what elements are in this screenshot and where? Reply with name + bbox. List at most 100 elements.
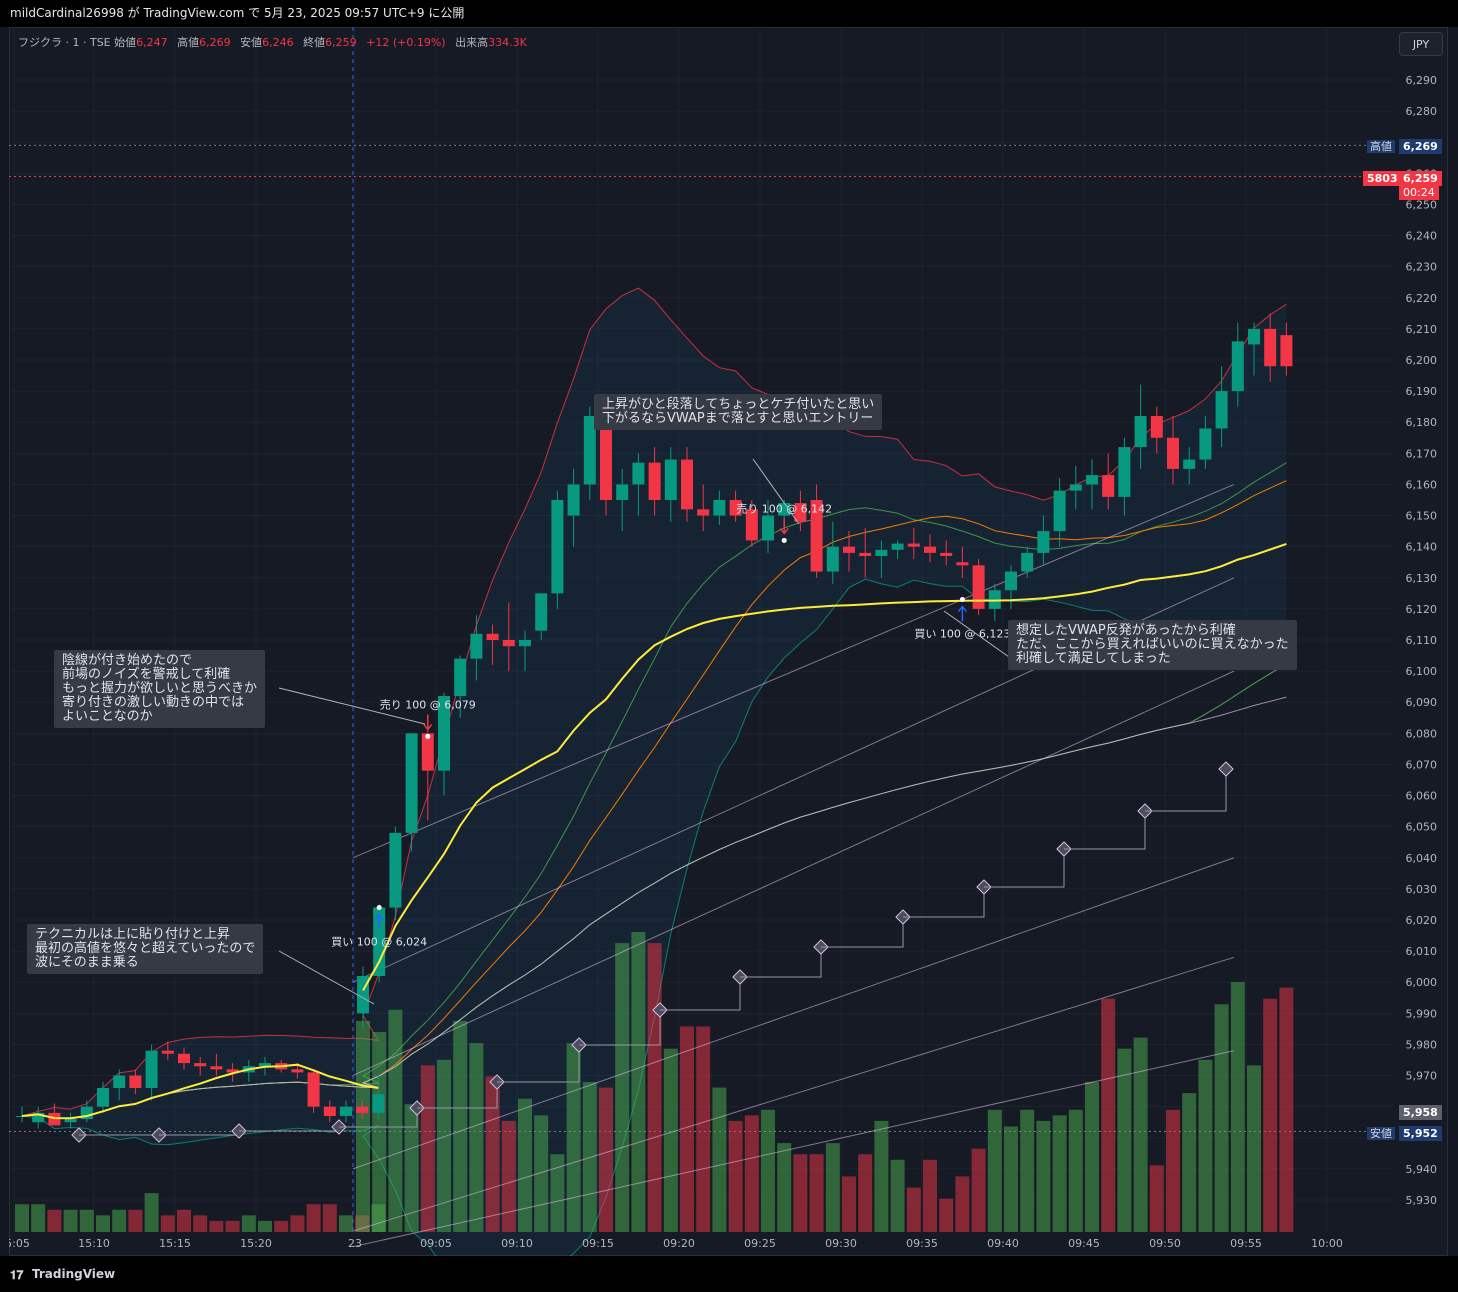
price-tick-label: 6,210: [1406, 323, 1438, 336]
price-tick-label: 5,990: [1406, 1007, 1438, 1020]
note-line: 想定したVWAP反発があったから利確: [1016, 623, 1236, 638]
volume-bar: [744, 1115, 759, 1232]
symbol-name[interactable]: フジクラ · 1 · TSE: [18, 36, 111, 49]
volume-bars: [15, 932, 1294, 1232]
candle-body: [972, 565, 985, 609]
candle-body: [145, 1050, 158, 1088]
moving-average-lines: [21, 480, 1287, 1119]
candle-body: [291, 1069, 304, 1073]
volume-bar: [874, 1120, 889, 1232]
volume-bar: [1004, 1126, 1018, 1232]
volume-bar: [1279, 987, 1294, 1232]
price-tick-label: 6,180: [1406, 416, 1438, 429]
projection-line: [352, 857, 1235, 1170]
volume-bar: [31, 1204, 46, 1232]
candle-body: [340, 1106, 352, 1116]
note-take-profit[interactable]: 陰線が付き始めたので 前場のノイズを警戒して利確 もっと握力が欲しいと思うべきか…: [54, 650, 266, 728]
volume-bar: [923, 1159, 937, 1232]
volume-bar: [485, 1076, 500, 1232]
candle-body: [697, 509, 710, 516]
low-tag-label: 安値: [1364, 1126, 1398, 1141]
time-tick-label: 09:20: [663, 1237, 695, 1250]
candle-body: [1053, 490, 1066, 532]
price-tick-label: 6,060: [1406, 790, 1438, 803]
trade-point: [425, 733, 431, 739]
signal-connector: [1145, 769, 1227, 812]
candle-body: [1199, 428, 1212, 460]
volume-bar: [112, 1209, 127, 1232]
price-tick-label: 6,200: [1406, 354, 1438, 367]
note-line: 最初の高値を悠々と超えていったので: [35, 941, 256, 956]
volume-bar: [761, 1109, 775, 1232]
volume-bar: [420, 1065, 435, 1232]
volume-bar: [15, 1204, 29, 1232]
candle-body: [1231, 341, 1244, 392]
volume-bar: [1085, 1082, 1099, 1232]
currency-button[interactable]: JPY: [1399, 32, 1443, 56]
candle-body: [1118, 447, 1131, 497]
volume-bar: [955, 1176, 970, 1232]
note-entry[interactable]: 上昇がひと段落してちょっとケチ付いたと思い 下がるならVWAPまで落とすと思いエ…: [594, 394, 883, 430]
price-tick-label: 6,070: [1406, 758, 1438, 771]
candle-body: [470, 633, 483, 659]
volume-bar: [987, 1109, 1002, 1232]
candle-body: [226, 1069, 239, 1073]
candle-body: [843, 546, 855, 553]
volume-bar: [1149, 1165, 1164, 1232]
price-tick-label: 6,240: [1406, 230, 1438, 243]
note-line: テクニカルは上に貼り付けと上昇: [35, 927, 231, 942]
candle-body: [405, 733, 418, 833]
price-tick-label: 6,280: [1406, 105, 1438, 118]
trade-markers: 買い 100 @ 6,024 売り 100 @ 6,079 売り 100 @ 6,1…: [331, 502, 1010, 948]
high-tag-value: 6,269: [1399, 139, 1442, 154]
volume-bar: [290, 1215, 305, 1232]
volume-label: 出来高: [455, 36, 489, 49]
time-tick-label: 09:50: [1149, 1237, 1181, 1250]
note-vwap-rebound[interactable]: 想定したVWAP反発があったから利確 ただ、ここから買えればいいのに買えなかった…: [1008, 620, 1297, 670]
volume-bar: [306, 1204, 321, 1232]
candle-body: [210, 1066, 223, 1070]
volume-bar: [453, 1020, 468, 1232]
price-tick-label: 6,190: [1406, 385, 1438, 398]
volume-bar: [777, 1143, 792, 1232]
price-tick-label: 6,150: [1406, 510, 1438, 523]
candle-body: [940, 552, 953, 556]
candle-body: [632, 462, 645, 485]
last-price-tag: 6,259: [1399, 171, 1442, 186]
candle-body: [600, 416, 612, 500]
price-tick-label: 6,020: [1406, 914, 1438, 927]
close-value: 6,259: [325, 36, 357, 49]
volume-bar: [322, 1204, 337, 1232]
candle-body: [1280, 335, 1293, 367]
candle-body: [64, 1119, 77, 1123]
note-technical[interactable]: テクニカルは上に貼り付けと上昇 最初の高値を悠々と超えていったので 波にそのまま…: [27, 924, 264, 974]
volume-bar: [404, 1104, 419, 1232]
vwap-session-line: [362, 542, 1287, 991]
note-line: 寄り付きの激しい動きの中では: [62, 695, 245, 710]
volume-bar: [47, 1209, 62, 1232]
volume-bar: [971, 1148, 986, 1232]
candle-body: [535, 593, 548, 631]
signal-markers: [71, 761, 1234, 1143]
trade-label: 買い 100 @ 6,123: [914, 628, 1010, 641]
price-tick-label: 6,140: [1406, 541, 1438, 554]
candle-body: [307, 1072, 320, 1107]
volume-bar: [599, 1087, 613, 1232]
low-tag-value: 5,952: [1399, 1126, 1442, 1141]
volume-bar: [712, 1087, 727, 1232]
price-tick-label: 6,030: [1406, 883, 1438, 896]
price-tick-label: 5,930: [1406, 1194, 1438, 1207]
price-tick-label: 6,090: [1406, 696, 1438, 709]
volume-bar: [1198, 1059, 1213, 1232]
volume-bar: [79, 1209, 94, 1232]
high-label: 高値: [177, 36, 200, 49]
price-tick-label: 6,120: [1406, 603, 1438, 616]
price-tick-label: 6,160: [1406, 478, 1438, 491]
candle-body: [194, 1063, 207, 1067]
bar-countdown: 00:24: [1399, 185, 1439, 200]
candle-body: [1102, 475, 1115, 497]
open-value: 6,247: [136, 36, 168, 49]
signal-connector: [417, 1082, 498, 1109]
candle-body: [664, 459, 677, 500]
volume-bar: [258, 1220, 272, 1232]
